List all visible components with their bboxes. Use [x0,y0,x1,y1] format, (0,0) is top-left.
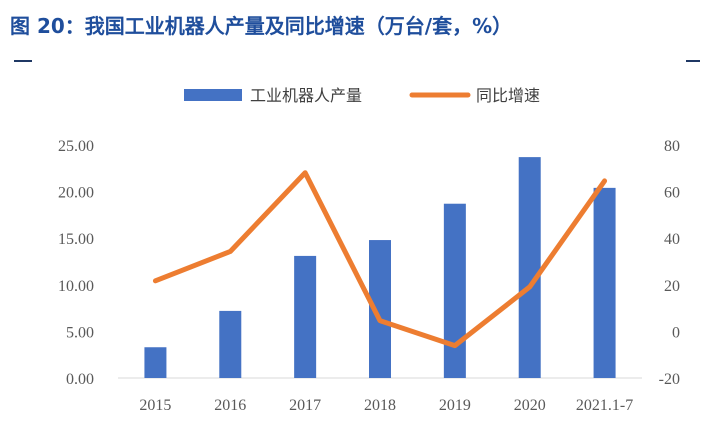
right-tick-label: 20 [664,278,680,295]
line-series [152,170,608,349]
left-tick-label: 15.00 [58,231,94,248]
x-tick-label: 2016 [214,397,246,414]
bar-series [144,157,616,378]
left-tick-label: 10.00 [58,278,94,295]
right-axis: -20 0 20 40 60 80 [659,138,680,388]
bar [144,347,167,378]
x-axis: 2015 2016 2017 2018 2019 2020 2021.1-7 [139,397,633,414]
bar [219,310,242,378]
bar [294,255,317,378]
x-tick-label: 2018 [364,397,396,414]
x-tick-label: 2015 [139,397,171,414]
x-tick-label: 2019 [439,397,471,414]
x-tick-label: 2020 [514,397,546,414]
right-tick-label: 80 [664,138,680,155]
legend-bar-swatch [184,89,242,101]
left-tick-label: 0.00 [66,371,94,388]
left-axis: 0.00 5.00 10.00 15.00 20.00 25.00 [58,138,94,388]
title-rule-left [14,60,32,62]
title-rule-right [686,60,700,62]
legend-bar-label: 工业机器人产量 [250,86,362,105]
bar [518,157,541,378]
bar [369,240,391,378]
legend-line-label: 同比增速 [476,86,540,105]
left-tick-label: 25.00 [58,138,94,155]
right-tick-label: 0 [672,324,680,341]
left-tick-label: 5.00 [66,324,94,341]
right-tick-label: 40 [664,231,680,248]
right-tick-label: 60 [664,185,680,202]
left-tick-label: 20.00 [58,185,94,202]
x-tick-label: 2017 [289,397,321,414]
x-tick-label: 2021.1-7 [576,397,633,414]
legend: 工业机器人产量 同比增速 [184,86,540,105]
bar [443,203,466,378]
figure-title: 图 20：我国工业机器人产量及同比增速（万台/套，%） [10,14,513,38]
right-tick-label: -20 [659,371,680,388]
bar [593,187,616,378]
